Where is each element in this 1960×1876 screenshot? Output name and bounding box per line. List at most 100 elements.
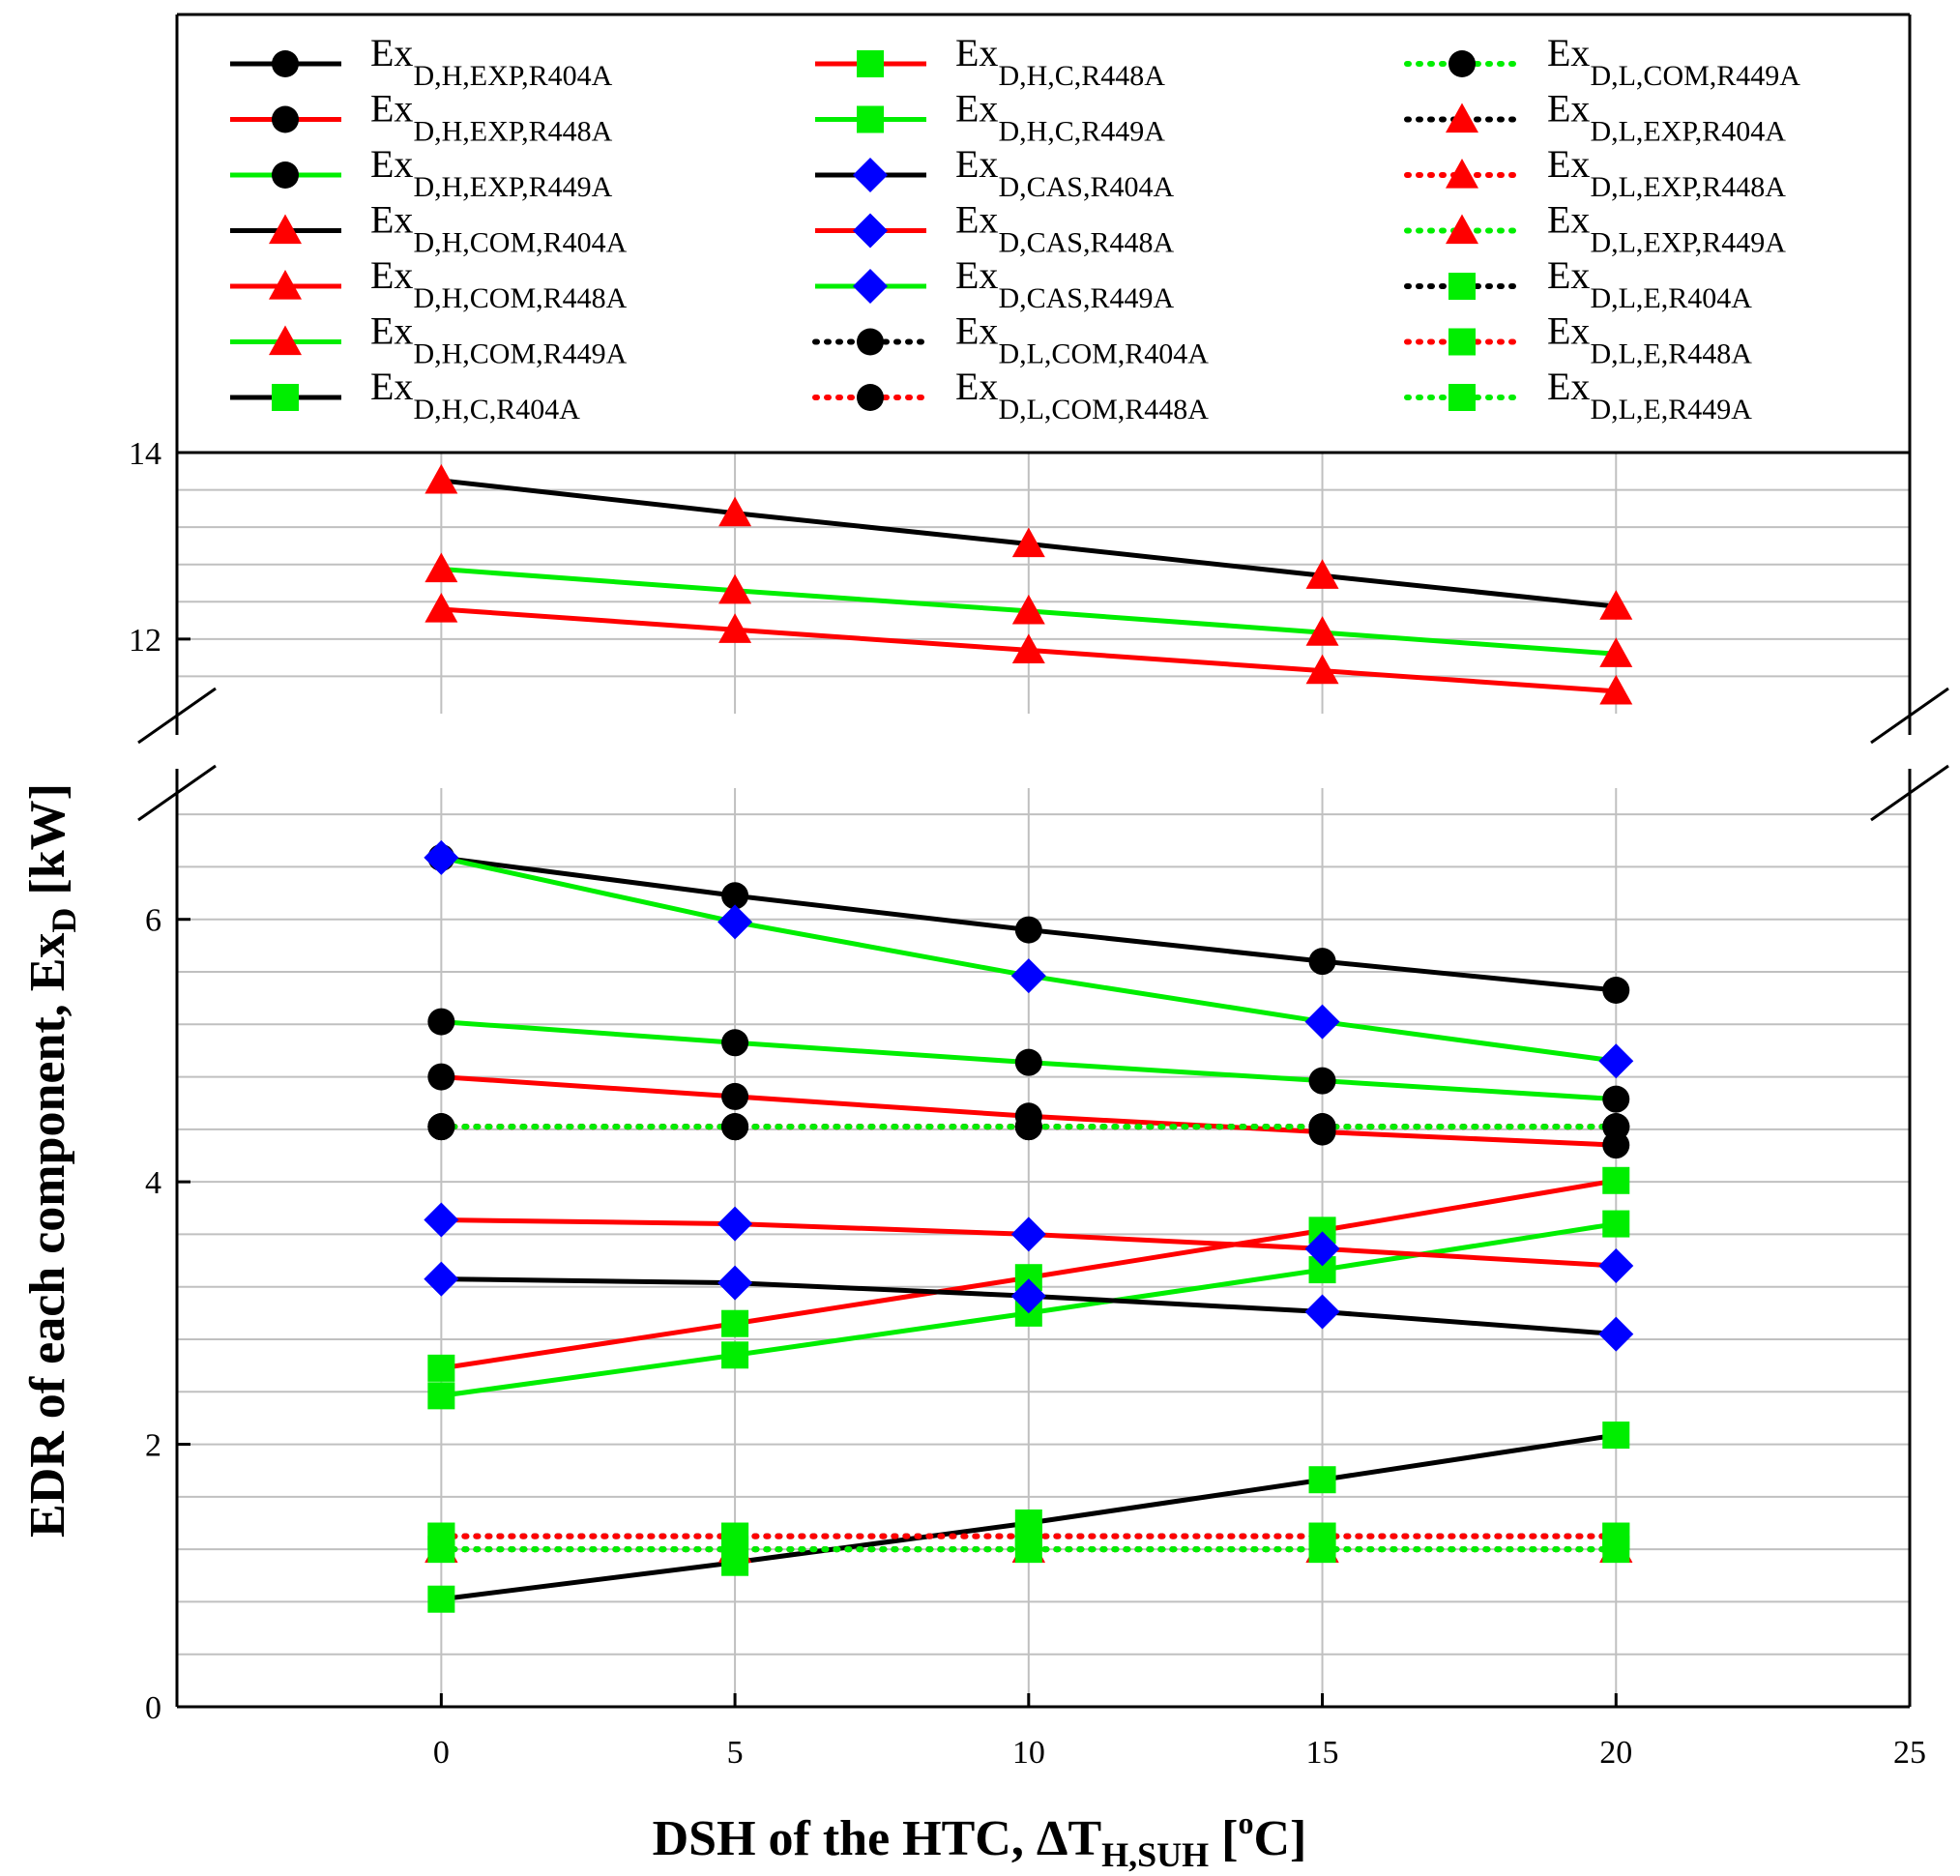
legend-item: ExD,H,COM,R449A	[230, 309, 628, 370]
data-point	[1014, 1113, 1042, 1141]
x-tick-label: 20	[1599, 1735, 1632, 1771]
data-point	[424, 593, 458, 623]
y-tick-label: 12	[129, 623, 161, 659]
data-point	[1308, 1113, 1336, 1141]
legend-label: ExD,H,COM,R449A	[370, 309, 628, 370]
data-point	[721, 882, 749, 910]
data-point	[718, 573, 752, 604]
legend-item: ExD,L,EXP,R448A	[1404, 142, 1786, 203]
axis-break-mark	[137, 687, 217, 745]
legend-swatch-marker	[853, 269, 888, 304]
legend-label: ExD,H,C,R448A	[955, 31, 1165, 92]
x-tick-label: 10	[1012, 1735, 1045, 1771]
data-point	[424, 1261, 459, 1297]
legend: ExD,H,EXP,R404AExD,H,EXP,R448AExD,H,EXP,…	[230, 31, 1800, 425]
legend-label: ExD,H,COM,R404A	[370, 198, 628, 259]
legend-label: ExD,L,EXP,R448A	[1547, 142, 1786, 203]
x-tick-label: 5	[727, 1735, 744, 1771]
data-point	[1598, 1248, 1634, 1283]
y-tick-label: 2	[145, 1428, 161, 1464]
data-point	[1305, 654, 1339, 685]
legend-swatch-marker	[272, 161, 299, 189]
data-point	[427, 1063, 455, 1091]
legend-swatch-marker	[1448, 384, 1476, 411]
data-point	[424, 463, 458, 494]
data-point	[1602, 1422, 1630, 1450]
legend-item: ExD,CAS,R449A	[815, 253, 1174, 314]
data-point	[1599, 674, 1633, 705]
data-point	[424, 839, 459, 875]
axis-break-mark	[1870, 687, 1949, 745]
legend-swatch-marker	[1446, 159, 1478, 189]
x-tick-label: 15	[1306, 1735, 1339, 1771]
y-tick-label: 14	[129, 436, 161, 472]
legend-label: ExD,L,COM,R449A	[1547, 31, 1800, 92]
data-point	[427, 1536, 455, 1564]
data-point	[1308, 1466, 1336, 1494]
data-point	[1010, 1216, 1046, 1252]
data-point	[1602, 1166, 1630, 1194]
legend-item: ExD,H,C,R449A	[815, 87, 1165, 148]
data-point	[721, 1113, 749, 1141]
data-point	[718, 613, 752, 643]
data-point	[1599, 590, 1633, 620]
legend-swatch-marker	[857, 384, 884, 411]
legend-item: ExD,H,EXP,R448A	[230, 87, 613, 148]
legend-swatch-marker	[1448, 328, 1476, 356]
data-point	[721, 1082, 749, 1110]
legend-label: ExD,CAS,R448A	[955, 198, 1174, 259]
data-point	[1305, 559, 1339, 589]
legend-item: ExD,H,COM,R448A	[230, 253, 628, 314]
legend-item: ExD,L,E,R404A	[1404, 253, 1752, 314]
legend-item: ExD,CAS,R448A	[815, 198, 1174, 259]
legend-label: ExD,L,EXP,R449A	[1547, 198, 1786, 259]
data-point	[717, 1206, 753, 1242]
y-tick-label: 0	[145, 1690, 161, 1726]
data-point	[1602, 1085, 1630, 1113]
data-point	[721, 1341, 749, 1369]
legend-swatch-marker	[269, 325, 302, 356]
data-point	[1308, 948, 1336, 976]
legend-label: ExD,L,E,R404A	[1547, 253, 1752, 314]
legend-swatch-marker	[857, 328, 884, 356]
data-point	[718, 496, 752, 527]
legend-label: ExD,L,EXP,R404A	[1547, 87, 1786, 148]
legend-swatch-marker	[272, 105, 299, 133]
data-point	[427, 1585, 455, 1613]
legend-label: ExD,CAS,R449A	[955, 253, 1174, 314]
data-point	[1598, 1043, 1634, 1079]
legend-swatch-marker	[857, 105, 884, 133]
legend-swatch-marker	[857, 50, 884, 77]
legend-item: ExD,L,COM,R449A	[1404, 31, 1800, 92]
data-point	[1304, 1294, 1340, 1330]
legend-label: ExD,L,E,R448A	[1547, 309, 1752, 370]
axes: 0 5 10 15 20 25 0 2 4 6 12 14	[129, 13, 1949, 1771]
legend-label: ExD,H,COM,R448A	[370, 253, 628, 314]
data-point	[1304, 1004, 1340, 1040]
data-point	[1599, 637, 1633, 667]
legend-item: ExD,L,EXP,R404A	[1404, 87, 1786, 148]
legend-label: ExD,H,EXP,R449A	[370, 142, 613, 203]
data-point	[1014, 916, 1042, 944]
legend-swatch-marker	[853, 213, 888, 249]
legend-swatch-marker	[269, 214, 302, 245]
data-point	[424, 1202, 459, 1238]
legend-swatch-marker	[272, 50, 299, 77]
data-point	[1602, 1210, 1630, 1238]
data-point	[427, 1008, 455, 1036]
legend-swatch-marker	[1448, 50, 1476, 77]
data-point	[1010, 958, 1046, 994]
legend-label: ExD,H,EXP,R404A	[370, 31, 613, 92]
data-point	[1308, 1067, 1336, 1095]
legend-item: ExD,L,COM,R404A	[812, 309, 1209, 370]
legend-item: ExD,H,EXP,R449A	[230, 142, 613, 203]
legend-item: ExD,H,EXP,R404A	[230, 31, 613, 92]
legend-item: ExD,L,COM,R448A	[812, 365, 1209, 425]
legend-label: ExD,CAS,R404A	[955, 142, 1174, 203]
legend-swatch-marker	[1446, 214, 1478, 245]
data-point	[1014, 1048, 1042, 1076]
data-point	[1602, 977, 1630, 1004]
data-point	[427, 1113, 455, 1141]
